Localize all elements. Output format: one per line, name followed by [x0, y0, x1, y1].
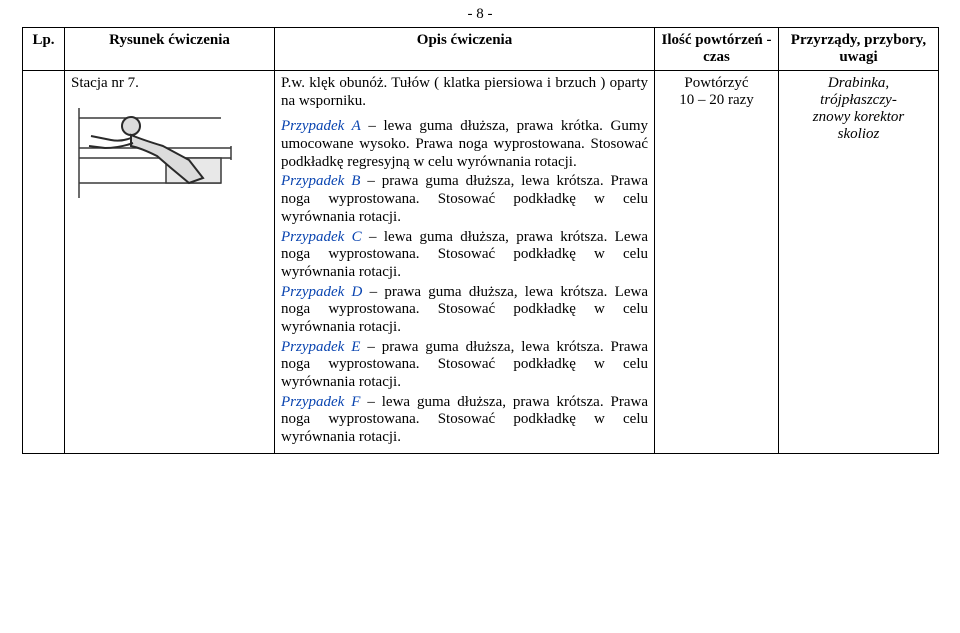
ilosc-line2: 10 – 20 razy: [661, 92, 772, 109]
table-header-row: Lp. Rysunek ćwiczenia Opis ćwiczenia Ilo…: [23, 28, 939, 71]
col-header-ilosc: Ilość powtórzeń - czas: [655, 28, 779, 71]
exercise-drawing: [71, 98, 259, 208]
cell-rysunek: Stacja nr 7.: [65, 71, 275, 454]
station-label: Stacja nr 7.: [71, 75, 268, 92]
uwagi-line3: znowy korektor: [785, 109, 932, 126]
case-d-label: Przypadek D: [281, 284, 362, 300]
uwagi-line4: skolioz: [785, 126, 932, 143]
case-c-label: Przypadek C: [281, 229, 362, 245]
uwagi-line2: trójpłaszczy-: [785, 92, 932, 109]
ilosc-line1: Powtórzyć: [661, 75, 772, 92]
cell-uwagi: Drabinka, trójpłaszczy- znowy korektor s…: [779, 71, 939, 454]
case-d: Przypadek D – prawa guma dłuższa, lewa k…: [281, 284, 648, 337]
page-number: - 8 -: [0, 0, 960, 27]
case-b-label: Przypadek B: [281, 173, 360, 189]
cell-opis: P.w. klęk obunóż. Tułów ( klatka piersio…: [275, 71, 655, 454]
col-header-rysunek: Rysunek ćwiczenia: [65, 28, 275, 71]
col-header-opis: Opis ćwiczenia: [275, 28, 655, 71]
exercise-table: Lp. Rysunek ćwiczenia Opis ćwiczenia Ilo…: [22, 27, 939, 454]
case-c: Przypadek C – lewa guma dłuższa, prawa k…: [281, 229, 648, 282]
case-b: Przypadek B – prawa guma dłuższa, lewa k…: [281, 173, 648, 226]
case-e: Przypadek E – prawa guma dłuższa, lewa k…: [281, 339, 648, 392]
uwagi-line1: Drabinka,: [785, 75, 932, 92]
col-header-lp: Lp.: [23, 28, 65, 71]
case-a-label: Przypadek A: [281, 118, 361, 134]
table-row: Stacja nr 7.: [23, 71, 939, 454]
col-header-uwagi: Przyrządy, przybory, uwagi: [779, 28, 939, 71]
case-f: Przypadek F – lewa guma dłuższa, prawa k…: [281, 394, 648, 447]
case-a: Przypadek A – lewa guma dłuższa, prawa k…: [281, 118, 648, 171]
lead-text: P.w. klęk obunóż. Tułów ( klatka piersio…: [281, 75, 648, 110]
case-f-label: Przypadek F: [281, 394, 360, 410]
case-e-label: Przypadek E: [281, 339, 360, 355]
cell-ilosc: Powtórzyć 10 – 20 razy: [655, 71, 779, 454]
cell-lp: [23, 71, 65, 454]
